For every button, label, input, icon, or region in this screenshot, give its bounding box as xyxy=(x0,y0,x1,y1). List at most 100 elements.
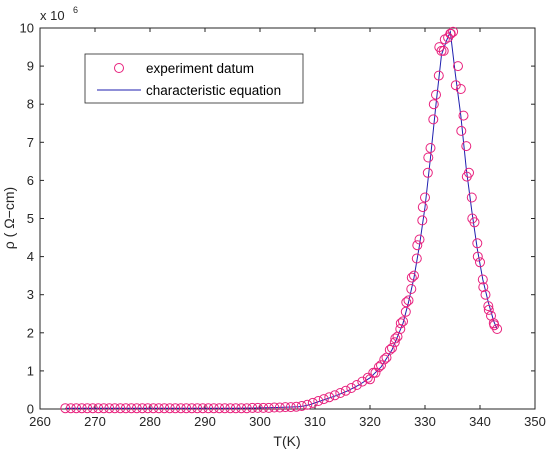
series-experiment-datum xyxy=(60,26,503,414)
experiment-datum-point xyxy=(425,143,436,153)
experiment-datum-point xyxy=(438,45,449,56)
experiment-datum-point xyxy=(483,304,494,315)
experiment-datum-point xyxy=(373,362,384,373)
experiment-datum-point xyxy=(450,80,461,91)
x-axis-ticks: 260 270 280 290 300 310 320 330 340 350 xyxy=(29,28,546,429)
experiment-datum-point xyxy=(324,392,335,403)
experiment-datum-point xyxy=(71,403,82,414)
experiment-datum-point xyxy=(274,402,285,413)
experiment-datum-point xyxy=(137,403,148,414)
experiment-datum-point xyxy=(466,192,477,203)
experiment-datum-point xyxy=(448,26,459,37)
experiment-datum-point xyxy=(203,403,214,414)
experiment-datum-point xyxy=(477,274,488,285)
experiment-datum-point xyxy=(230,403,241,414)
experiment-datum-point xyxy=(453,61,463,72)
experiment-datum-point xyxy=(365,374,375,385)
y-tick-label: 2 xyxy=(27,325,34,340)
experiment-datum-point xyxy=(395,324,406,334)
experiment-datum-point xyxy=(318,394,329,405)
experiment-datum-point xyxy=(486,310,496,321)
y-multiplier-base: x 10 xyxy=(40,8,65,23)
legend-label-characteristic: characteristic equation xyxy=(146,83,281,98)
y-axis-ticks: 0 1 2 3 4 5 6 7 8 9 10 xyxy=(20,21,535,417)
experiment-datum-point xyxy=(376,360,386,371)
experiment-datum-point xyxy=(142,403,153,414)
experiment-datum-point xyxy=(241,403,252,414)
experiment-datum-point xyxy=(291,401,302,412)
experiment-datum-point xyxy=(82,403,93,414)
experiment-datum-point xyxy=(445,28,456,39)
experiment-datum-point xyxy=(269,402,280,413)
experiment-datum-point xyxy=(458,110,469,121)
experiment-datum-point xyxy=(368,367,379,378)
experiment-datum-point xyxy=(387,343,397,353)
experiment-datum-point xyxy=(148,403,159,414)
experiment-datum-point xyxy=(258,402,269,413)
experiment-datum-point xyxy=(400,306,411,317)
experiment-datum-point xyxy=(186,403,197,414)
experiment-datum-point xyxy=(412,240,423,251)
experiment-datum-point xyxy=(175,403,186,414)
experiment-datum-point xyxy=(351,380,362,390)
experiment-datum-point xyxy=(423,152,434,163)
experiment-datum-point xyxy=(104,403,115,414)
y-tick-label: 7 xyxy=(27,135,34,150)
experiment-datum-point xyxy=(346,383,357,393)
experiment-datum-point xyxy=(472,251,483,262)
experiment-datum-point xyxy=(362,372,373,383)
y-tick-label: 6 xyxy=(27,173,34,188)
experiment-datum-point xyxy=(469,217,480,228)
experiment-datum-point xyxy=(197,403,208,414)
y-tick-label: 9 xyxy=(27,59,34,74)
experiment-datum-point xyxy=(488,318,499,329)
x-tick-label: 280 xyxy=(139,414,161,429)
experiment-datum-point xyxy=(164,403,175,414)
experiment-datum-point xyxy=(181,403,192,414)
y-tick-label: 4 xyxy=(27,249,34,264)
x-tick-label: 300 xyxy=(249,414,271,429)
x-axis-label: T(K) xyxy=(273,433,300,449)
experiment-datum-point xyxy=(411,253,422,264)
x-tick-label: 350 xyxy=(524,414,546,429)
legend-label-experiment: experiment datum xyxy=(146,61,254,76)
experiment-datum-point xyxy=(431,89,441,100)
experiment-datum-point xyxy=(478,282,489,293)
y-multiplier-exponent: 6 xyxy=(73,5,78,15)
y-axis-label: ρ ( Ω−cm) xyxy=(1,187,17,249)
experiment-datum-point xyxy=(417,215,428,226)
experiment-datum-point xyxy=(480,289,491,300)
experiment-datum-point xyxy=(420,192,430,203)
legend-marker-experiment xyxy=(114,63,124,73)
experiment-datum-point xyxy=(296,401,307,411)
experiment-datum-point xyxy=(93,403,104,414)
experiment-datum-point xyxy=(392,331,403,342)
experiment-datum-point xyxy=(208,403,219,414)
y-tick-label: 5 xyxy=(27,211,34,226)
experiment-datum-point xyxy=(263,402,274,413)
experiment-datum-point xyxy=(428,99,439,110)
experiment-datum-point xyxy=(285,402,296,413)
experiment-datum-point xyxy=(395,318,406,329)
experiment-datum-point xyxy=(475,257,485,268)
experiment-datum-point xyxy=(414,234,425,245)
experiment-datum-point xyxy=(126,403,137,414)
experiment-datum-point xyxy=(483,301,494,312)
experiment-datum-point xyxy=(170,403,181,414)
experiment-datum-point xyxy=(329,390,340,401)
experiment-datum-point xyxy=(464,167,474,178)
experiment-datum-point xyxy=(120,403,131,414)
y-tick-label: 10 xyxy=(20,21,34,36)
experiment-datum-point xyxy=(389,337,400,348)
experiment-datum-point xyxy=(403,295,414,306)
experiment-datum-point xyxy=(439,34,450,45)
experiment-datum-point xyxy=(236,403,247,414)
y-tick-label: 3 xyxy=(27,287,34,302)
experiment-datum-point xyxy=(357,376,368,387)
experiment-datum-point xyxy=(379,354,390,365)
experiment-datum-point xyxy=(302,399,313,410)
experiment-datum-point xyxy=(109,403,120,414)
experiment-datum-point xyxy=(401,297,412,308)
experiment-datum-point xyxy=(335,388,346,398)
